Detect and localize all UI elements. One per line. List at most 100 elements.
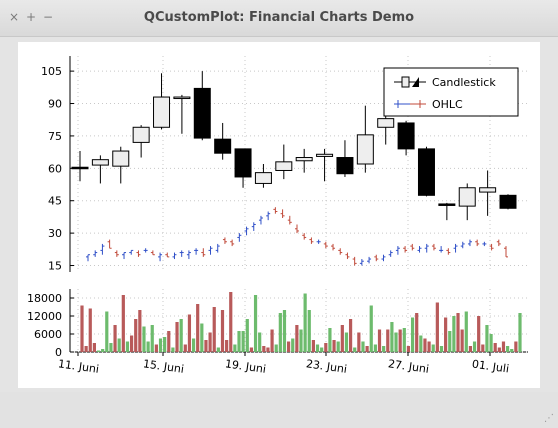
- status-bar: ⋰: [0, 392, 558, 428]
- volume-bar: [134, 319, 138, 352]
- volume-bar: [394, 332, 398, 352]
- candle-body: [112, 150, 130, 167]
- volume-bar: [208, 332, 212, 352]
- date-tick-label: 01. Juli: [471, 357, 510, 375]
- volume-bar: [287, 341, 291, 352]
- candle-body: [458, 187, 476, 207]
- candle-body: [153, 96, 171, 128]
- minimize-icon[interactable]: −: [42, 10, 54, 24]
- price-tick-label: 90: [48, 98, 62, 111]
- volume-bar: [225, 340, 229, 352]
- volume-bar: [386, 329, 390, 352]
- volume-bar: [419, 335, 423, 352]
- candle-body: [234, 148, 252, 178]
- volume-bar: [129, 335, 134, 352]
- volume-bar: [481, 344, 485, 352]
- candle-body: [397, 122, 415, 150]
- volume-bar: [332, 340, 336, 352]
- volume-tick-label: 12000: [27, 310, 62, 323]
- volume-bar: [518, 313, 522, 352]
- date-tick-label: 11. Juni: [57, 357, 100, 376]
- volume-bar: [501, 341, 506, 352]
- candle-body: [295, 157, 313, 162]
- volume-bar: [183, 344, 187, 352]
- volume-bar: [212, 307, 216, 352]
- volume-bar: [121, 295, 125, 352]
- volume-bar: [444, 317, 448, 352]
- volume-bar: [299, 329, 303, 352]
- volume-bar: [464, 311, 468, 352]
- price-tick-label: 105: [41, 65, 62, 78]
- maximize-icon[interactable]: +: [25, 10, 37, 24]
- volume-bar: [415, 313, 419, 352]
- volume-bar: [295, 325, 299, 352]
- volume-bar: [340, 325, 344, 352]
- volume-bar: [204, 340, 208, 352]
- volume-bar: [113, 325, 117, 352]
- volume-bar: [382, 346, 386, 352]
- legend-candle-down-icon: [412, 77, 419, 87]
- candle-body: [71, 166, 89, 170]
- date-tick-label: 15. Juni: [142, 357, 185, 376]
- price-tick-label: 75: [48, 130, 62, 143]
- volume-bar: [105, 311, 109, 352]
- volume-bar: [253, 295, 258, 352]
- volume-bar: [96, 350, 101, 352]
- volume-bar: [472, 341, 477, 352]
- volume-bar: [142, 326, 146, 352]
- volume-bar: [158, 338, 163, 352]
- volume-bar: [406, 346, 411, 352]
- volume-bar: [200, 323, 204, 352]
- volume-bar: [398, 329, 402, 352]
- resize-grip-icon[interactable]: ⋰: [544, 413, 554, 424]
- volume-bar: [291, 338, 295, 352]
- volume-bar: [320, 347, 324, 352]
- candle-body: [91, 159, 109, 166]
- volume-bar: [216, 347, 220, 352]
- volume-bar: [328, 328, 332, 352]
- volume-bar: [361, 341, 365, 352]
- candle-body: [132, 126, 150, 143]
- candle-body: [275, 161, 293, 171]
- legend-label-ohlc: OHLC: [432, 98, 463, 111]
- volume-bar: [493, 343, 497, 352]
- date-tick-label: 27. Juni: [387, 357, 430, 376]
- legend-label-candlestick: Candlestick: [432, 76, 496, 89]
- volume-bar: [303, 293, 307, 352]
- financial-chart[interactable]: 105 90 75 60 45 30 15 18000 12000 6000 011. Juni 15…: [18, 42, 540, 388]
- volume-bar: [245, 319, 249, 352]
- candle-body: [417, 148, 435, 196]
- volume-bar: [348, 319, 353, 352]
- volume-bar: [510, 349, 514, 352]
- date-tick-label: 19. Juni: [224, 357, 267, 376]
- volume-bar: [311, 340, 315, 352]
- volume-bar: [357, 332, 361, 352]
- window-title: QCustomPlot: Financial Charts Demo: [143, 10, 415, 25]
- volume-bar: [117, 338, 121, 352]
- legend-box: [383, 67, 519, 117]
- volume-bar: [506, 346, 510, 352]
- volume-bar: [220, 310, 225, 352]
- volume-bar: [175, 322, 179, 352]
- volume-bar: [233, 344, 237, 352]
- legend-candle-up-icon: [401, 76, 410, 88]
- volume-bar: [460, 329, 464, 352]
- volume-bar: [468, 346, 473, 352]
- chart-legend[interactable]: Candlestick OHLC: [383, 67, 519, 117]
- volume-bar: [514, 341, 518, 352]
- volume-bar: [274, 344, 278, 352]
- volume-bar: [237, 331, 241, 352]
- plot-area[interactable]: 105 90 75 60 45 30 15 18000 12000 6000 0 11. Juni 15…: [18, 42, 540, 388]
- volume-bar: [187, 314, 192, 352]
- volume-bar: [282, 310, 287, 352]
- close-icon[interactable]: ×: [8, 10, 20, 24]
- candle-body: [336, 157, 354, 175]
- date-tick-label: 23. Juni: [305, 357, 348, 376]
- volume-bar: [109, 343, 113, 352]
- volume-bar: [84, 346, 88, 352]
- candle-body: [438, 203, 456, 206]
- volume-bar: [353, 347, 357, 352]
- volume-bar: [262, 346, 266, 352]
- volume-tick-label: 18000: [27, 292, 62, 305]
